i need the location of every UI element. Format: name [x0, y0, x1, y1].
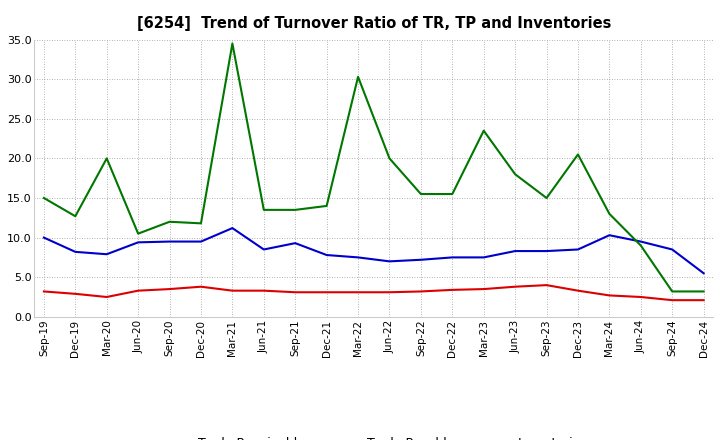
Inventories — [510, 172, 519, 177]
Line: Trade Payables: Trade Payables — [44, 228, 703, 273]
Inventories — [323, 203, 331, 209]
Trade Receivables — [102, 294, 111, 300]
Trade Receivables — [668, 297, 677, 303]
Inventories — [636, 243, 645, 248]
Inventories — [385, 156, 394, 161]
Trade Receivables — [574, 288, 582, 293]
Trade Payables — [448, 255, 456, 260]
Trade Payables — [636, 239, 645, 244]
Trade Payables — [228, 225, 237, 231]
Trade Receivables — [510, 284, 519, 290]
Inventories — [480, 128, 488, 133]
Trade Payables — [102, 252, 111, 257]
Inventories — [166, 219, 174, 224]
Trade Payables — [323, 253, 331, 258]
Trade Payables — [40, 235, 48, 240]
Inventories — [668, 289, 677, 294]
Inventories — [574, 152, 582, 157]
Trade Receivables — [480, 286, 488, 292]
Inventories — [228, 41, 237, 46]
Trade Payables — [385, 259, 394, 264]
Trade Receivables — [228, 288, 237, 293]
Inventories — [71, 213, 80, 219]
Trade Payables — [668, 247, 677, 252]
Inventories — [134, 231, 143, 236]
Inventories — [197, 221, 205, 226]
Trade Payables — [166, 239, 174, 244]
Trade Receivables — [197, 284, 205, 290]
Trade Receivables — [40, 289, 48, 294]
Trade Payables — [197, 239, 205, 244]
Trade Payables — [510, 249, 519, 254]
Inventories — [259, 207, 268, 213]
Line: Trade Receivables: Trade Receivables — [44, 285, 703, 300]
Trade Payables — [291, 241, 300, 246]
Inventories — [291, 207, 300, 213]
Trade Receivables — [385, 290, 394, 295]
Trade Payables — [259, 247, 268, 252]
Inventories — [417, 191, 426, 197]
Trade Payables — [417, 257, 426, 262]
Trade Receivables — [134, 288, 143, 293]
Inventories — [605, 211, 613, 216]
Trade Receivables — [354, 290, 362, 295]
Trade Receivables — [636, 294, 645, 300]
Trade Payables — [699, 271, 708, 276]
Inventories — [542, 195, 551, 201]
Trade Receivables — [291, 290, 300, 295]
Trade Receivables — [542, 282, 551, 288]
Trade Receivables — [71, 291, 80, 297]
Trade Payables — [134, 240, 143, 245]
Trade Payables — [542, 249, 551, 254]
Trade Receivables — [166, 286, 174, 292]
Trade Payables — [574, 247, 582, 252]
Title: [6254]  Trend of Turnover Ratio of TR, TP and Inventories: [6254] Trend of Turnover Ratio of TR, TP… — [137, 16, 611, 32]
Trade Receivables — [259, 288, 268, 293]
Trade Receivables — [323, 290, 331, 295]
Trade Receivables — [699, 297, 708, 303]
Inventories — [699, 289, 708, 294]
Trade Receivables — [605, 293, 613, 298]
Inventories — [102, 156, 111, 161]
Inventories — [40, 195, 48, 201]
Trade Receivables — [417, 289, 426, 294]
Trade Payables — [605, 233, 613, 238]
Trade Payables — [354, 255, 362, 260]
Line: Inventories: Inventories — [44, 44, 703, 291]
Inventories — [354, 74, 362, 80]
Legend: Trade Receivables, Trade Payables, Inventories: Trade Receivables, Trade Payables, Inven… — [155, 432, 593, 440]
Trade Payables — [480, 255, 488, 260]
Trade Receivables — [448, 287, 456, 293]
Trade Payables — [71, 249, 80, 254]
Inventories — [448, 191, 456, 197]
